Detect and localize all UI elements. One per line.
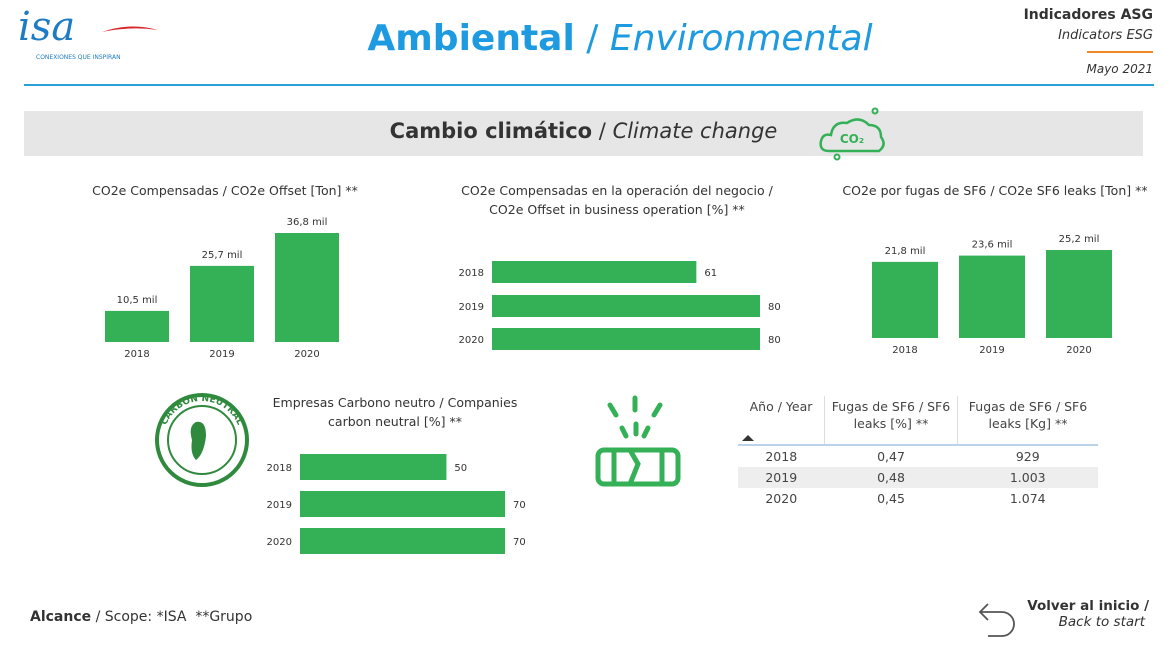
chart-title: CO2e Compensadas en la operación del neg… bbox=[461, 183, 773, 217]
value-label: 61 bbox=[704, 268, 717, 279]
bar bbox=[105, 310, 169, 342]
bar bbox=[190, 265, 254, 342]
back-label-en[interactable]: Back to start bbox=[1058, 614, 1145, 630]
value-label: 25,2 mil bbox=[1059, 234, 1100, 245]
title-separator: / bbox=[586, 18, 599, 59]
logo: isa bbox=[18, 4, 76, 50]
category-label: 2019 bbox=[267, 500, 292, 511]
category-label: 2019 bbox=[209, 349, 234, 360]
section-band bbox=[24, 111, 1143, 156]
table-cell: 1.003 bbox=[1009, 470, 1046, 485]
bar bbox=[492, 295, 760, 317]
indicators: Indicadores ASG bbox=[1023, 7, 1153, 23]
bar bbox=[300, 491, 505, 517]
logo-swoosh bbox=[102, 26, 158, 32]
bar bbox=[492, 261, 697, 283]
column-header: Año / Year bbox=[738, 396, 825, 445]
category-label: 2020 bbox=[1066, 345, 1091, 356]
bar bbox=[300, 454, 447, 480]
value-label: 23,6 mil bbox=[972, 240, 1013, 251]
table-cell: 2018 bbox=[765, 449, 798, 464]
sort-arrow bbox=[742, 435, 754, 441]
chart-title: Empresas Carbono neutro / Companies carb… bbox=[272, 395, 518, 429]
value-label: 80 bbox=[768, 335, 781, 346]
chart-title: CO2e Compensadas / CO2e Offset [Ton] ** bbox=[92, 183, 358, 198]
title-en: Environmental bbox=[609, 18, 873, 59]
table-cell: 929 bbox=[1015, 449, 1040, 464]
table-row: 2019 0,48 1.003 bbox=[738, 467, 1098, 488]
scope-label: Alcance bbox=[30, 609, 92, 625]
table-cell: 0,48 bbox=[877, 470, 905, 485]
header-rule bbox=[24, 84, 1154, 86]
bar bbox=[872, 261, 938, 338]
category-label: 2018 bbox=[459, 268, 484, 279]
bar bbox=[300, 528, 505, 554]
stamp: CARBON NEUTRAL bbox=[155, 393, 249, 487]
table-cell: 0,45 bbox=[877, 491, 905, 506]
section-name-en: Climate change bbox=[612, 119, 778, 143]
page-title: Ambiental / Environmental bbox=[300, 18, 940, 59]
value-label: 80 bbox=[768, 302, 781, 313]
title: Ambiental bbox=[367, 18, 575, 59]
sf6-table: Año / Year Fugas de SF6 / SF6 leaks [%] *… bbox=[738, 396, 1098, 509]
co2-icon: CO₂ bbox=[819, 107, 885, 161]
category-label: 2018 bbox=[892, 345, 917, 356]
category-label: 2018 bbox=[267, 463, 292, 474]
accent-line bbox=[1087, 51, 1153, 53]
value-label: 70 bbox=[513, 537, 526, 548]
value-label: 36,8 mil bbox=[287, 217, 328, 228]
value-label: 21,8 mil bbox=[885, 246, 926, 257]
category-label: 2020 bbox=[459, 335, 484, 346]
table-cell: 2020 bbox=[765, 491, 798, 506]
category-label: 2020 bbox=[267, 537, 292, 548]
chart-title: CO2e por fugas de SF6 / CO2e SF6 leaks [… bbox=[842, 183, 1148, 198]
logo-tagline: CONEXIONES QUE INSPIRAN bbox=[36, 54, 121, 61]
bar bbox=[275, 233, 339, 342]
table-cell: 0,47 bbox=[877, 449, 905, 464]
section-name: Cambio climático bbox=[389, 119, 593, 143]
scope: Alcance / Scope: *ISA **Grupo bbox=[30, 609, 252, 625]
co2-label: CO₂ bbox=[840, 132, 864, 146]
table-row: 2018 0,47 929 bbox=[738, 445, 1098, 467]
category-label: 2019 bbox=[459, 302, 484, 313]
section-separator: / bbox=[598, 119, 606, 143]
value-label: 70 bbox=[513, 500, 526, 511]
value-label: 10,5 mil bbox=[117, 295, 158, 306]
back-label[interactable]: Volver al inicio / bbox=[1027, 598, 1149, 614]
bar bbox=[959, 255, 1025, 338]
category-label: 2018 bbox=[124, 349, 149, 360]
leak-icon bbox=[595, 395, 681, 487]
value-label: 50 bbox=[454, 463, 467, 474]
bar bbox=[1046, 250, 1112, 338]
date: Mayo 2021 bbox=[1086, 62, 1153, 76]
table-cell: 2019 bbox=[765, 470, 798, 485]
column-header: Fugas de SF6 / SF6 leaks [Kg] ** bbox=[968, 399, 1088, 431]
value-label: 25,7 mil bbox=[202, 250, 243, 261]
back-button[interactable]: Volver al inicio / Back to start bbox=[1027, 598, 1149, 630]
category-label: 2020 bbox=[294, 349, 319, 360]
table-cell: 1.074 bbox=[1009, 491, 1046, 506]
indicators-en: Indicators ESG bbox=[1058, 28, 1153, 43]
category-label: 2019 bbox=[979, 345, 1004, 356]
column-header: Fugas de SF6 / SF6 leaks [%] ** bbox=[824, 396, 958, 445]
bar bbox=[492, 328, 760, 350]
scope-text: / Scope: *ISA **Grupo bbox=[95, 609, 253, 625]
table-row: 2020 0,45 1.074 bbox=[738, 488, 1098, 509]
section-title: Cambio climático / Climate change bbox=[24, 119, 1143, 143]
back-icon bbox=[978, 603, 1015, 637]
